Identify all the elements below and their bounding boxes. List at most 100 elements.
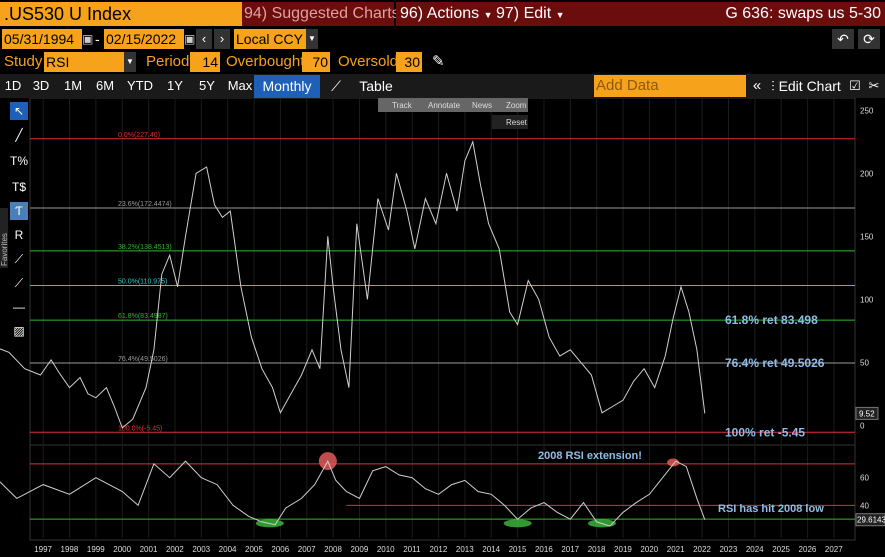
left-toolbar: Favorites ↖ ╱ T% T$ Ƭ R ⟋ ⟋ — ▨ — [0, 98, 30, 538]
text-box-icon[interactable]: Ƭ — [10, 202, 28, 220]
period-button-max[interactable]: Max — [227, 78, 253, 93]
channel-icon[interactable]: ▨ — [13, 324, 25, 338]
overbought-field[interactable]: 70 — [302, 52, 330, 72]
prev-arrow-icon[interactable]: ‹ — [196, 29, 212, 49]
x-tick-label: 2013 — [456, 545, 474, 554]
x-tick-label: 2004 — [219, 545, 237, 554]
overbought-label: Overbought — [226, 53, 305, 70]
chart-title: G 636: swaps us 5-30 — [564, 2, 885, 26]
favorites-tab[interactable]: Favorites — [0, 208, 9, 268]
table-button[interactable]: Table — [359, 78, 393, 94]
currency-select[interactable]: Local CCY — [234, 29, 306, 49]
x-tick-label: 2000 — [113, 545, 131, 554]
calendar-icon[interactable]: ▣ — [184, 32, 196, 46]
text-percent-icon[interactable]: T% — [10, 154, 28, 168]
zoom-button[interactable]: Zoom — [506, 101, 527, 110]
x-tick-label: 2020 — [640, 545, 658, 554]
retracement-annotation: 76.4% ret 49.5026 — [725, 356, 825, 370]
x-tick-label: 1998 — [61, 545, 79, 554]
mini-toolbar: Track Annotate News Zoom Reset — [378, 98, 528, 129]
period-button-ytd[interactable]: YTD — [127, 78, 153, 93]
undo-icon[interactable]: ↶ — [832, 29, 854, 49]
last-value-badge — [855, 406, 879, 420]
rsi-last-value-badge — [855, 513, 885, 527]
calendar-icon[interactable]: ▣ — [82, 32, 94, 46]
x-tick-label: 2024 — [746, 545, 764, 554]
period-button-1d[interactable]: 1D — [4, 78, 22, 93]
collapse-icon[interactable]: « — [752, 77, 762, 94]
edit-chart-label: Edit Chart — [778, 78, 841, 94]
x-tick-label: 2027 — [825, 545, 843, 554]
x-tick-label: 2011 — [403, 545, 421, 554]
edit-label: 97) Edit — [496, 5, 552, 22]
chevron-down-icon: ▼ — [555, 10, 565, 20]
suggested-charts-button[interactable]: 94) Suggested Charts — [242, 2, 400, 26]
oversold-label: Oversold — [338, 53, 399, 70]
retracement-annotation: 100% ret -5.45 — [725, 425, 805, 439]
x-tick-label: 2014 — [482, 545, 500, 554]
retracement-icon[interactable]: R — [14, 228, 24, 242]
x-tick-label: 1999 — [87, 545, 105, 554]
x-tick-label: 2016 — [535, 545, 553, 554]
edit-menu[interactable]: 97) Edit ▼ — [492, 2, 565, 26]
period-button-1y[interactable]: 1Y — [167, 78, 183, 93]
x-tick-label: 2017 — [561, 545, 579, 554]
oversold-field[interactable]: 30 — [396, 52, 422, 72]
x-tick-label: 1997 — [34, 545, 52, 554]
trend-line-icon[interactable]: ⟋ — [14, 252, 24, 266]
text-dollar-icon[interactable]: T$ — [11, 180, 26, 194]
study-dropdown[interactable]: ▼ — [124, 52, 136, 72]
x-tick-label: 2018 — [588, 545, 606, 554]
x-tick-label: 2019 — [614, 545, 632, 554]
period-row: Monthly ▼ ⟋ Table Add Data « ⫶ Edit Char… — [0, 74, 885, 119]
x-tick-label: 2023 — [719, 545, 737, 554]
draw-line-icon[interactable]: ╱ — [15, 128, 23, 142]
refresh-icon[interactable]: ⟳ — [858, 29, 880, 49]
settings-icon[interactable]: ☑ — [849, 78, 861, 93]
date-row: 05/31/1994 ▣ - 02/15/2022 ▣ ‹ › Local CC… — [0, 28, 885, 50]
x-tick-label: 2025 — [772, 545, 790, 554]
chevron-down-icon: ▼ — [483, 10, 493, 20]
rsi-overbought-marker — [667, 458, 680, 467]
start-date-field[interactable]: 05/31/1994 — [2, 29, 82, 49]
fib-level-label: 76.4%(49.5026) — [118, 356, 168, 363]
chart-area[interactable]: 0.0%(227.40) 23.6%(172.4474) 38.2%(138.451… — [0, 98, 885, 557]
period-button-3d[interactable]: 3D — [32, 78, 50, 93]
pencil-icon[interactable]: ✎ — [432, 53, 445, 70]
period-field[interactable]: 14 — [190, 52, 220, 72]
x-tick-label: 2001 — [140, 545, 158, 554]
horizontal-line-icon[interactable]: — — [13, 300, 25, 314]
study-select[interactable]: RSI — [44, 52, 124, 72]
fib-level-label: 100.0%(-5.45) — [118, 425, 162, 432]
x-tick-label: 2002 — [166, 545, 184, 554]
period-button-5y[interactable]: 5Y — [199, 78, 215, 93]
study-row: Study RSI ▼ Period 14 Overbought 70 Over… — [0, 51, 885, 73]
y-tick-label: 50 — [860, 358, 869, 367]
currency-dropdown[interactable]: ▼ — [306, 29, 318, 49]
y-tick-label: 200 — [860, 169, 874, 178]
rsi-last-value-label: 29.6143 — [857, 516, 885, 525]
retracement-annotation: 61.8% ret 83.498 — [725, 313, 818, 327]
x-tick-label: 2006 — [271, 545, 289, 554]
next-arrow-icon[interactable]: › — [214, 29, 230, 49]
line-chart-icon[interactable]: ⟋ — [331, 78, 341, 94]
annotate-button[interactable]: Annotate — [428, 101, 461, 110]
tools-icon[interactable]: ✂ — [868, 78, 880, 93]
track-button[interactable]: Track — [392, 101, 413, 110]
news-button[interactable]: News — [472, 101, 492, 110]
reset-button[interactable]: Reset — [506, 118, 528, 127]
cursor-icon[interactable]: ↖ — [10, 102, 28, 120]
ticker-field[interactable]: .US530 U Index — [0, 2, 242, 26]
period-button-1m[interactable]: 1M — [63, 78, 83, 93]
rsi-series-line — [0, 459, 706, 527]
rsi-extension-annotation: 2008 RSI extension! — [538, 450, 642, 462]
ray-icon[interactable]: ⟋ — [14, 276, 24, 290]
period-button-6m[interactable]: 6M — [95, 78, 115, 93]
x-tick-label: 2003 — [192, 545, 210, 554]
x-tick-label: 2010 — [377, 545, 395, 554]
edit-chart-button[interactable]: ⫶ Edit Chart — [768, 75, 844, 97]
actions-menu[interactable]: 96) Actions ▼ — [396, 2, 493, 26]
add-data-input[interactable]: Add Data — [594, 75, 746, 97]
end-date-field[interactable]: 02/15/2022 — [104, 29, 184, 49]
rsi-y-tick-label: 60 — [860, 474, 869, 483]
